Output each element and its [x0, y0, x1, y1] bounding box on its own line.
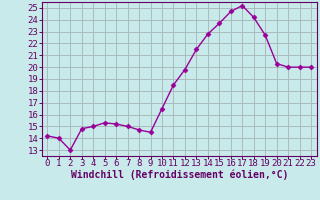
- X-axis label: Windchill (Refroidissement éolien,°C): Windchill (Refroidissement éolien,°C): [70, 170, 288, 180]
